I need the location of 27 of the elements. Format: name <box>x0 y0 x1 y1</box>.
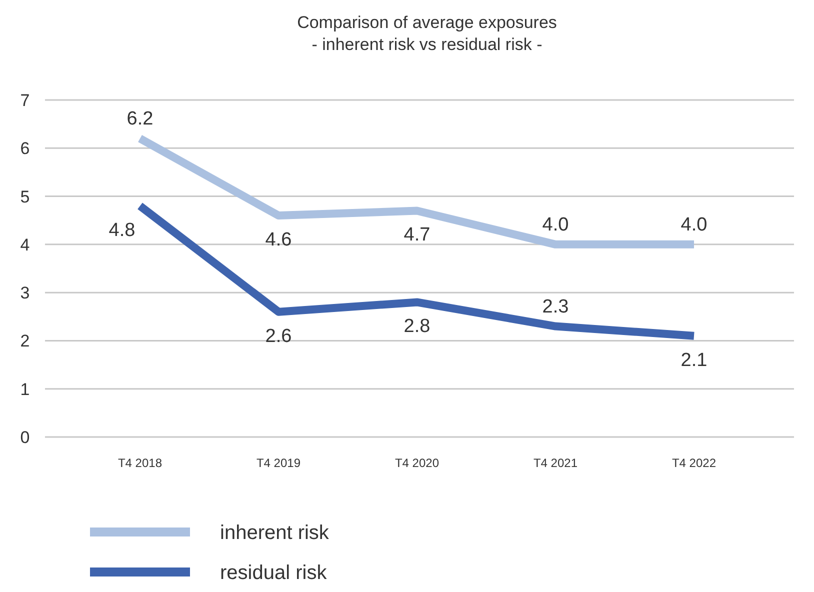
y-tick-label: 4 <box>20 235 30 254</box>
legend-label: inherent risk <box>220 522 330 544</box>
y-tick-label: 3 <box>20 284 30 303</box>
y-tick-label: 6 <box>20 139 30 158</box>
data-label: 4.8 <box>108 220 136 241</box>
x-tick-label: T4 2022 <box>672 456 716 470</box>
y-tick-label: 5 <box>20 187 30 206</box>
y-tick-label: 7 <box>20 91 30 110</box>
data-label: 2.1 <box>680 350 708 371</box>
x-tick-label: T4 2020 <box>394 456 440 470</box>
data-label: 4.7 <box>404 224 430 246</box>
data-label: 4.0 <box>680 214 708 236</box>
y-tick-label: 2 <box>20 332 30 351</box>
y-tick-label: 1 <box>20 380 30 399</box>
legend-label: residual risk <box>220 562 328 584</box>
data-label: 2.6 <box>265 326 292 347</box>
x-tick-label: T4 2019 <box>256 456 301 470</box>
chart-title: Comparison of average exposures <box>297 13 557 32</box>
chart-subtitle: - inherent risk vs residual risk - <box>312 35 542 54</box>
y-tick-label: 0 <box>20 428 30 447</box>
data-label: 6.2 <box>126 108 154 130</box>
data-label: 2.8 <box>404 316 430 338</box>
data-label: 4.0 <box>542 214 569 236</box>
data-label: 2.3 <box>542 296 569 318</box>
x-tick-label: T4 2018 <box>118 456 162 470</box>
data-label: 4.6 <box>265 230 292 251</box>
x-tick-label: T4 2021 <box>533 456 578 470</box>
